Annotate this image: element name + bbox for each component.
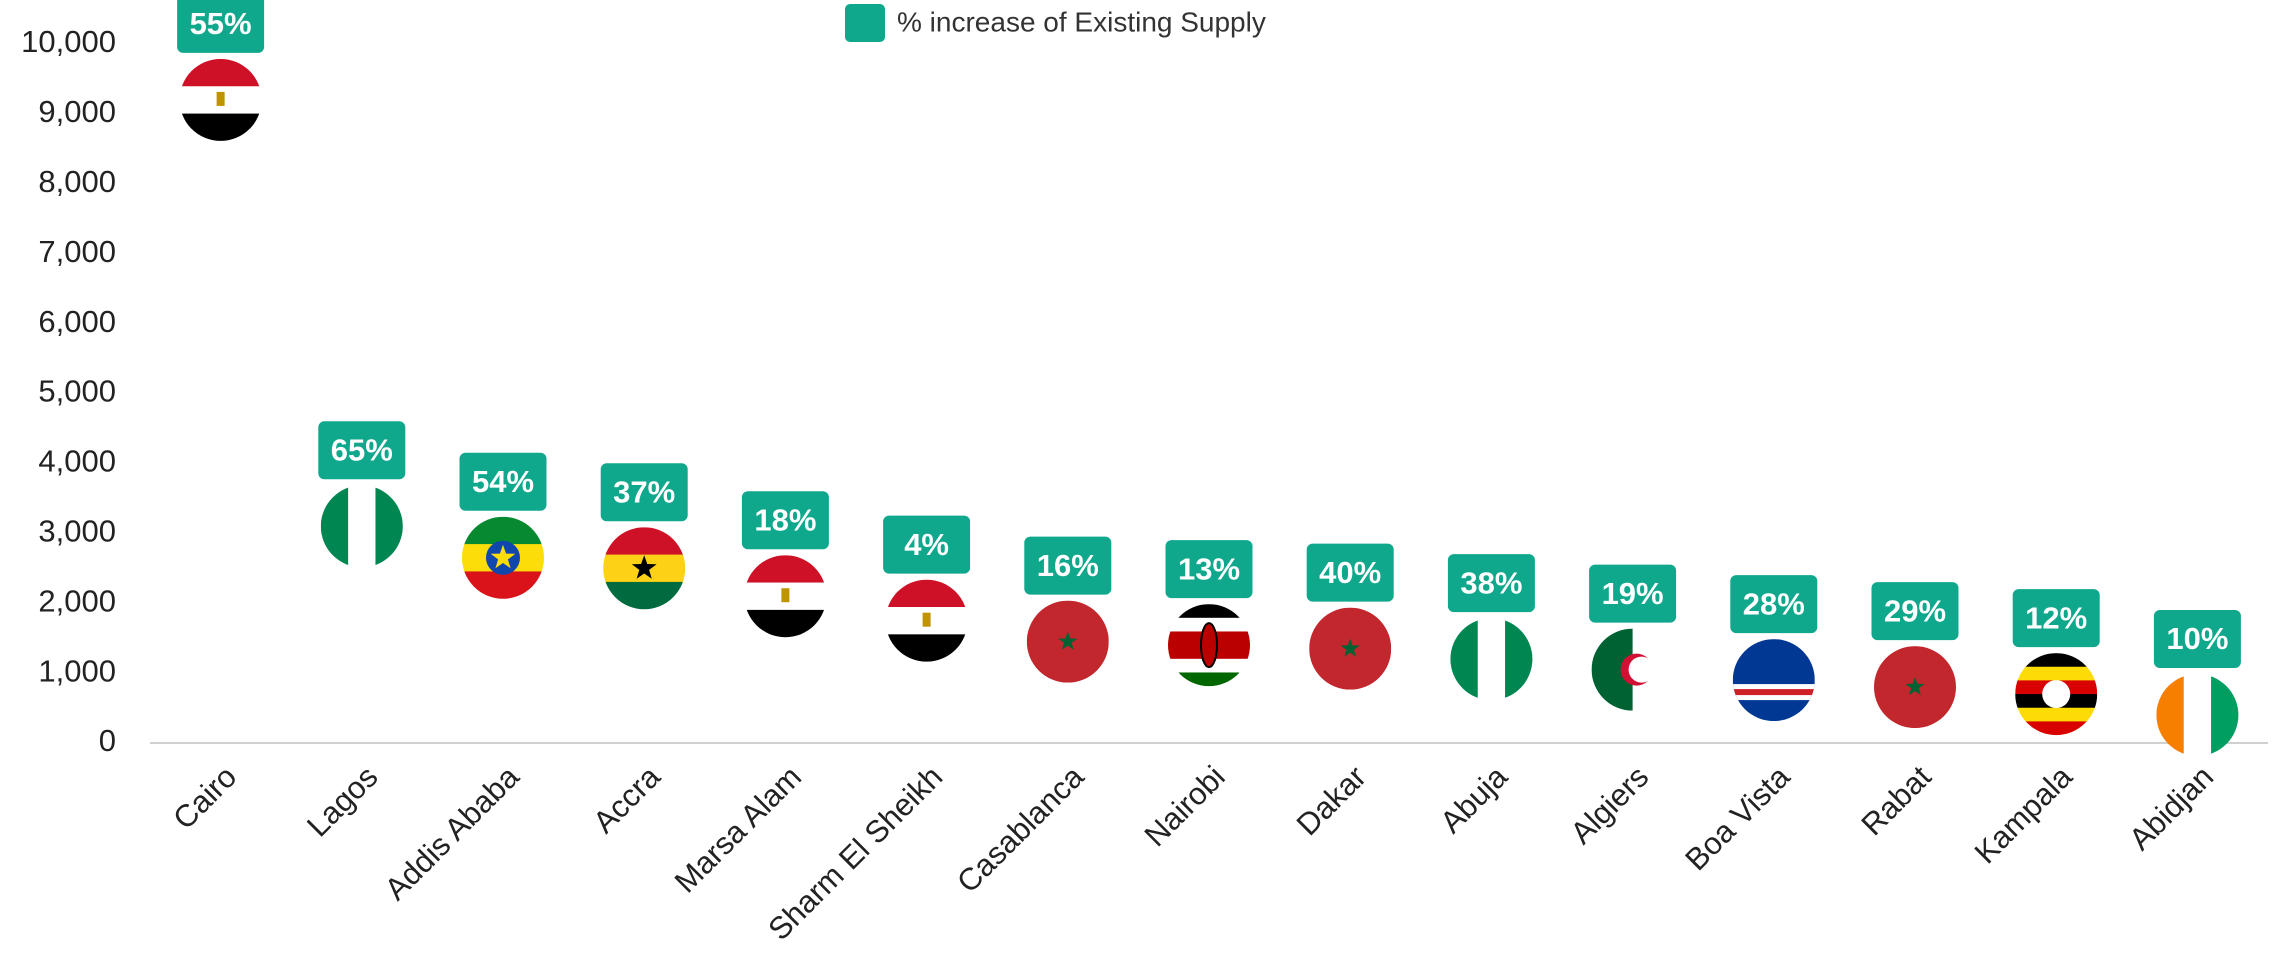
y-tick-label: 2,000	[38, 583, 116, 618]
legend-label: % increase of Existing Supply	[897, 6, 1266, 37]
label-box	[177, 0, 265, 53]
y-tick-label: 8,000	[38, 164, 116, 199]
flag-marker	[1874, 646, 1956, 729]
data-label: 37%	[613, 474, 675, 509]
x-tick-label: Kampala	[1968, 758, 2080, 870]
label-box	[1024, 536, 1112, 595]
label-box	[1730, 575, 1818, 634]
label-box	[1589, 564, 1677, 623]
data-label: 4%	[904, 527, 949, 562]
legend-swatch	[845, 4, 885, 42]
x-tick-label: Rabat	[1854, 759, 1938, 843]
label-box	[318, 421, 406, 480]
flag-marker	[1732, 639, 1815, 722]
x-tick-label: Nairobi	[1138, 759, 1232, 853]
flag-marker	[1591, 628, 1674, 711]
label-box	[741, 491, 829, 550]
data-label: 55%	[190, 6, 252, 41]
y-tick-label: 3,000	[38, 513, 116, 548]
label-box	[600, 463, 688, 522]
flag-marker	[603, 527, 686, 610]
y-tick-label: 1,000	[38, 653, 116, 688]
data-label: 54%	[472, 464, 534, 499]
y-tick-label: 4,000	[38, 444, 116, 479]
data-label: 28%	[1743, 586, 1805, 621]
flag-marker	[744, 555, 827, 638]
data-label: 29%	[1884, 593, 1946, 628]
flag-marker	[1026, 600, 1109, 683]
label-box	[1165, 540, 1253, 599]
data-label: 65%	[331, 432, 393, 467]
data-label: 10%	[2166, 621, 2228, 656]
x-tick-label: Algiers	[1564, 759, 1656, 851]
flag-marker	[179, 58, 262, 141]
y-tick-label: 0	[99, 723, 116, 758]
label-box	[2153, 610, 2241, 669]
label-box	[1447, 554, 1535, 613]
flag-marker	[2015, 653, 2098, 736]
y-tick-label: 5,000	[38, 374, 116, 409]
x-tick-label: Casablanca	[950, 758, 1091, 899]
data-label: 12%	[2025, 600, 2087, 635]
y-tick-label: 6,000	[38, 304, 116, 339]
data-label: 38%	[1460, 565, 1522, 600]
x-tick-label: Marsa Alam	[668, 759, 808, 899]
flag-marker	[1309, 607, 1392, 690]
x-tick-label: Addis Ababa	[378, 758, 526, 906]
x-tick-label: Accra	[586, 758, 667, 839]
x-tick-label: Cairo	[166, 759, 243, 836]
label-box	[2012, 589, 2100, 648]
data-label: 18%	[754, 502, 816, 537]
x-tick-label: Abidjan	[2122, 759, 2220, 857]
x-tick-label: Boa Vista	[1678, 758, 1797, 877]
y-tick-label: 10,000	[21, 24, 116, 59]
flag-marker	[885, 579, 968, 662]
flag-marker	[2156, 674, 2239, 757]
flag-marker	[1168, 604, 1250, 687]
y-tick-label: 7,000	[38, 234, 116, 269]
flag-marker	[1450, 618, 1533, 701]
label-box	[1306, 543, 1394, 602]
flag-marker	[320, 485, 403, 568]
label-box	[883, 515, 971, 574]
data-label: 19%	[1602, 576, 1664, 611]
label-box	[1871, 582, 1959, 641]
label-box	[459, 452, 547, 511]
data-label: 16%	[1037, 548, 1099, 583]
data-label: 13%	[1178, 551, 1240, 586]
x-tick-label: Lagos	[300, 759, 384, 843]
data-label: 40%	[1319, 555, 1381, 590]
flag-marker	[462, 516, 544, 599]
x-tick-label: Dakar	[1290, 759, 1373, 842]
x-tick-label: Abuja	[1433, 758, 1514, 839]
y-tick-label: 9,000	[38, 94, 116, 129]
